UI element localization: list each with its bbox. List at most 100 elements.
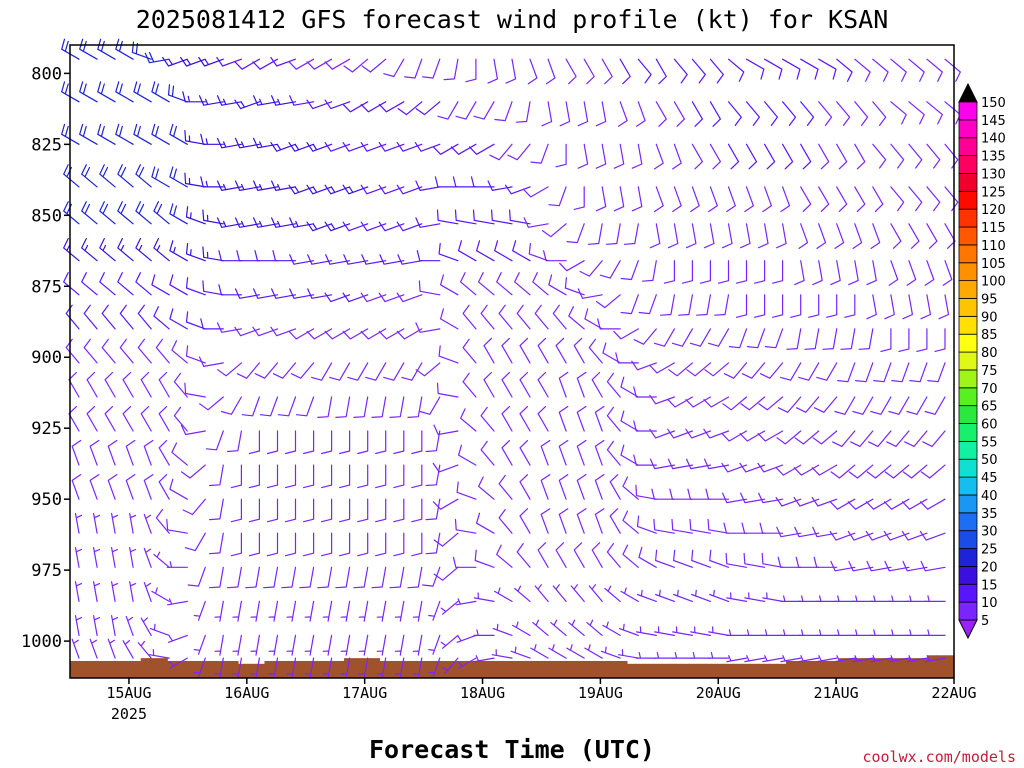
wind-barb <box>780 655 802 663</box>
wind-barb <box>906 595 928 602</box>
wind-barb <box>577 101 589 127</box>
wind-barb <box>193 600 206 621</box>
x-axis: 15AUG 2025 16AUG 17AUG 18AUG 19AUG 20AUG 21AUG 2… <box>106 678 977 723</box>
wind-barb <box>375 532 387 557</box>
colorbar-label: 95 <box>981 292 998 307</box>
wind-barb <box>852 396 874 415</box>
wind-barb <box>324 221 351 232</box>
wind-barb <box>579 260 603 277</box>
wind-barb <box>944 186 959 212</box>
y-tick-label: 950 <box>31 490 62 510</box>
wind-barb <box>432 498 459 510</box>
wind-barb <box>378 142 405 152</box>
wind-barb <box>422 566 441 587</box>
terrain-segment <box>927 655 937 678</box>
wind-barb <box>498 509 513 534</box>
wind-barb <box>888 260 899 286</box>
wind-barb <box>321 430 333 455</box>
wind-barb <box>744 592 766 602</box>
wind-barb <box>543 250 567 262</box>
wind-barb <box>455 598 477 606</box>
wind-barb <box>558 405 569 432</box>
wind-barb <box>816 655 838 663</box>
terrain-segment <box>229 660 239 678</box>
terrain-layer <box>70 655 955 678</box>
wind-barb <box>71 439 82 466</box>
wind-barb <box>393 532 405 557</box>
wind-barb <box>151 81 170 103</box>
wind-barb <box>198 56 224 67</box>
wind-barb <box>397 101 423 116</box>
wind-barb <box>816 223 827 249</box>
wind-barb <box>758 492 784 504</box>
wind-barb <box>758 396 784 411</box>
wind-barb <box>515 101 531 123</box>
wind-barb <box>311 362 333 381</box>
wind-barb <box>166 518 188 534</box>
wind-barb <box>169 274 188 296</box>
wind-barb <box>248 430 260 455</box>
wind-barb <box>209 498 224 521</box>
wind-barb <box>81 201 98 225</box>
colorbar-swatch <box>958 119 978 139</box>
wind-barb <box>169 166 188 188</box>
wind-barb <box>709 58 724 84</box>
wind-barb <box>494 101 513 122</box>
wind-barb <box>744 655 766 663</box>
wind-barb <box>433 566 459 581</box>
wind-barb <box>97 81 116 103</box>
wind-barb <box>353 566 369 589</box>
wind-barb <box>416 250 441 262</box>
wind-barb <box>884 294 895 320</box>
wind-barb <box>811 464 838 476</box>
wind-barb <box>545 58 556 85</box>
wind-barb <box>214 657 224 679</box>
colorbar-swatch <box>958 530 978 549</box>
wind-barb <box>793 464 820 476</box>
terrain-segment <box>123 660 133 678</box>
wind-barb <box>397 254 423 265</box>
colorbar-label: 55 <box>981 435 998 450</box>
wind-barb <box>822 328 838 350</box>
wind-barb <box>303 430 315 455</box>
terrain-segment <box>892 658 902 678</box>
wind-barb <box>111 512 119 534</box>
wind-barb <box>335 566 351 589</box>
wind-barb <box>182 498 206 516</box>
wind-barb <box>321 498 333 523</box>
wind-barb <box>155 338 170 364</box>
terrain-segment <box>70 660 80 678</box>
wind-barb <box>317 566 333 589</box>
wind-barb <box>342 328 369 340</box>
wind-barb <box>534 304 549 330</box>
wind-barb <box>623 223 639 245</box>
wind-barb <box>360 221 387 232</box>
wind-barb <box>324 142 351 152</box>
wind-barb <box>613 328 639 340</box>
wind-barb <box>782 58 801 80</box>
terrain-segment <box>246 663 257 678</box>
wind-barb <box>902 464 928 479</box>
terrain-segment <box>450 660 460 678</box>
wind-barb <box>583 58 595 85</box>
wind-barb <box>358 600 369 622</box>
terrain-segment <box>706 663 716 678</box>
wind-barb <box>653 652 675 659</box>
wind-barb <box>908 223 920 249</box>
wind-barb <box>357 430 369 455</box>
terrain-segment <box>264 660 274 678</box>
wind-barb <box>442 657 459 675</box>
wind-barb <box>455 101 477 120</box>
wind-barb <box>944 143 959 169</box>
wind-barb <box>227 566 242 589</box>
wind-barb <box>606 440 621 466</box>
wind-barb <box>230 532 242 557</box>
terrain-segment <box>158 658 168 678</box>
wind-barb <box>591 542 603 568</box>
wind-barb <box>559 260 585 272</box>
wind-barb <box>530 143 549 164</box>
wind-barb <box>764 58 783 80</box>
wind-barb <box>816 595 838 602</box>
wind-barb <box>890 101 907 125</box>
